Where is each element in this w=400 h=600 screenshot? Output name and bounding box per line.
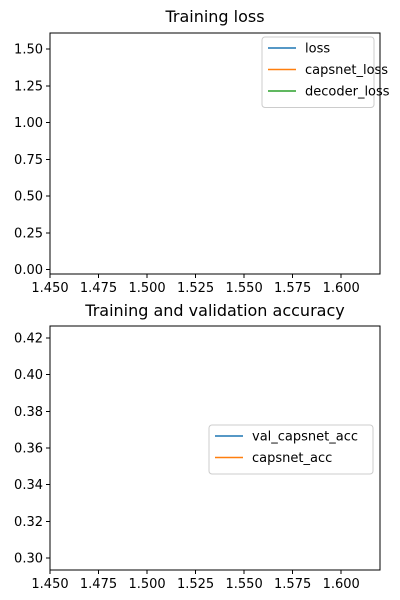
y-tick-label: 0.40 [14,368,43,383]
x-tick-label: 1.550 [226,281,263,296]
y-tick-label: 0.25 [14,226,43,241]
legend-label-0: val_capsnet_acc [252,430,358,445]
chart-title: Training loss [164,7,264,26]
legend: val_capsnet_acc capsnet_acc [208,424,374,475]
legend-label-1: capsnet_acc [252,451,332,466]
x-tick-label: 1.600 [323,577,360,592]
x-tick-label: 1.450 [31,577,68,592]
y-tick-label: 1.50 [14,43,43,58]
x-tick-label: 1.450 [31,281,68,296]
legend: loss capsnet_loss decoder_loss [261,36,390,108]
y-tick-label: 0.75 [14,153,43,168]
x-tick-label: 1.525 [177,577,214,592]
chart-title: Training and validation accuracy [84,301,344,320]
chart-panel-1: Training and validation accuracy 1.450 1.4… [14,301,381,592]
chart-panel-0: Training loss 1.450 1.475 1.500 1.525 1.550 1.… [14,7,390,296]
legend-label-2: decoder_loss [305,85,390,100]
x-tick-label: 1.500 [128,577,165,592]
x-tick-label: 1.475 [80,281,117,296]
y-tick-label: 0.34 [14,478,43,493]
x-tick-label: 1.575 [274,281,311,296]
legend-label-0: loss [305,42,330,57]
legend-label-1: capsnet_loss [305,63,388,78]
y-tick-label: 0.00 [14,263,43,278]
legend-box [261,36,375,108]
x-tick-label: 1.525 [177,281,214,296]
y-tick-label: 1.25 [14,79,43,94]
x-tick-label: 1.500 [128,281,165,296]
y-tick-label: 0.30 [14,552,43,567]
y-tick-label: 1.00 [14,116,43,131]
y-tick-label: 0.42 [14,331,43,346]
y-tick-label: 0.50 [14,190,43,205]
x-tick-label: 1.475 [80,577,117,592]
y-tick-label: 0.36 [14,442,43,457]
x-tick-label: 1.550 [226,577,263,592]
legend-box [208,424,374,475]
x-tick-label: 1.575 [274,577,311,592]
x-tick-label: 1.600 [323,281,360,296]
y-tick-label: 0.38 [14,405,43,420]
y-tick-label: 0.32 [14,515,43,530]
